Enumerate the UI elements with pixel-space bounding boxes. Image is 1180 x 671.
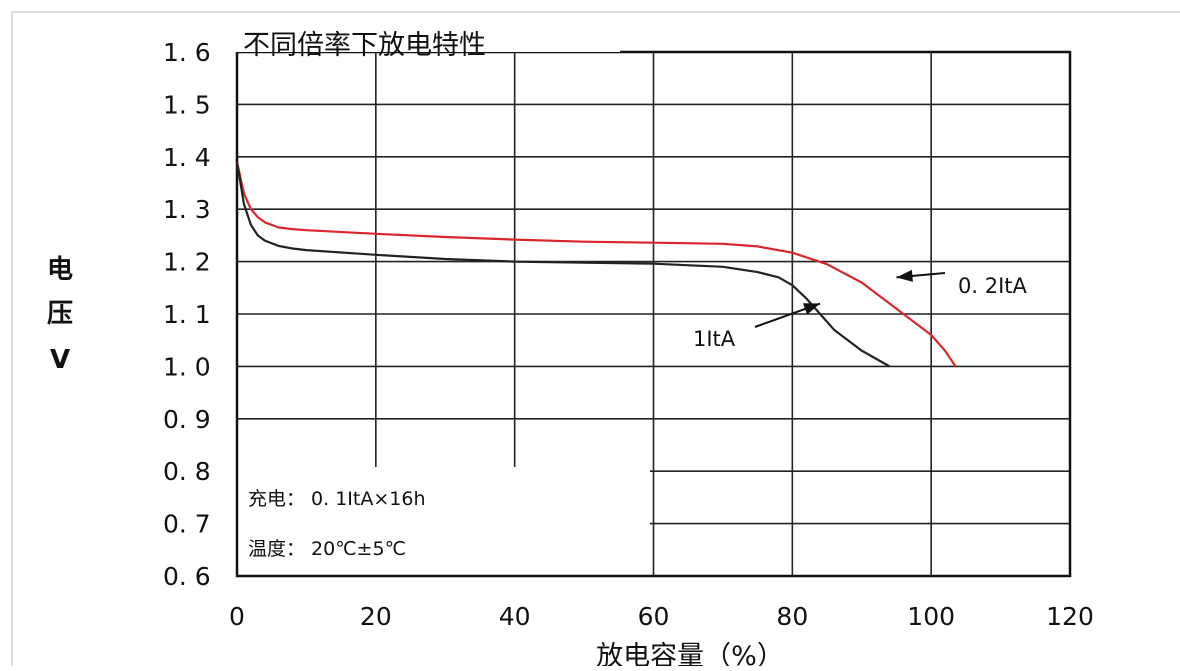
x-tick-label: 100: [907, 602, 955, 631]
y-tick-label: 0. 7: [163, 510, 211, 539]
annotation-label-1ita: 1ItA: [693, 327, 736, 351]
y-axis-label-2: 压: [47, 299, 73, 329]
series-line-0-2ita: [235, 161, 957, 368]
x-tick-label: 0: [229, 602, 245, 631]
x-tick-label: 20: [360, 602, 392, 631]
y-tick-label: 1. 0: [163, 352, 211, 381]
y-tick-label: 1. 6: [163, 38, 211, 67]
notes-box: [237, 467, 650, 576]
x-tick-label: 120: [1046, 602, 1094, 631]
y-tick-label: 1. 1: [163, 300, 211, 329]
x-tick-label: 60: [638, 602, 670, 631]
y-axis-label-1: 电: [47, 255, 73, 285]
y-tick-label: 0. 9: [163, 405, 211, 434]
annotation-0-2ita-arrowhead: [896, 269, 913, 282]
chart-title: 不同倍率下放电特性: [243, 30, 486, 61]
y-tick-label: 0. 6: [163, 562, 211, 591]
y-tick-label: 1. 3: [163, 195, 211, 224]
series-line-1ita: [235, 161, 891, 368]
note-charge: 充电： 0. 1ItA×16h: [248, 488, 426, 510]
x-tick-label: 40: [499, 602, 531, 631]
x-tick-label: 80: [776, 602, 808, 631]
y-axis-label-3: V: [50, 345, 70, 375]
annotation-1ita-arrowhead: [803, 303, 821, 315]
y-tick-label: 0. 8: [163, 457, 211, 486]
note-temperature: 温度： 20℃±5℃: [248, 538, 406, 560]
plot-frame: [235, 50, 1072, 578]
x-axis-label: 放电容量（%）: [596, 641, 784, 666]
y-tick-label: 1. 2: [163, 248, 211, 277]
y-tick-label: 1. 5: [163, 90, 211, 119]
y-tick-label: 1. 4: [163, 143, 211, 172]
annotation-label-0-2ita: 0. 2ItA: [958, 274, 1027, 298]
